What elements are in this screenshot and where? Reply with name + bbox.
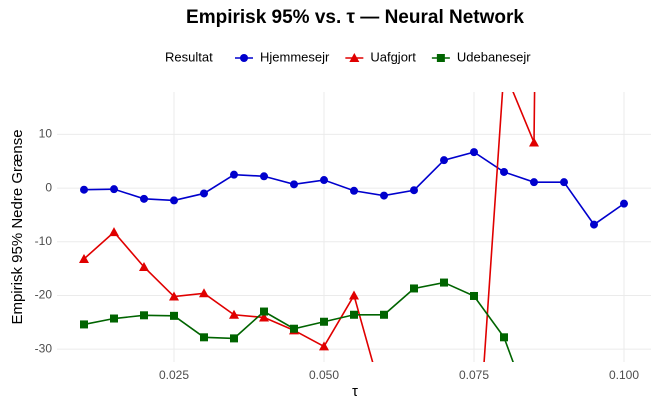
marker — [440, 278, 448, 287]
marker — [436, 54, 445, 62]
marker — [260, 307, 268, 316]
marker — [380, 310, 388, 319]
marker — [110, 314, 118, 323]
marker — [200, 189, 208, 198]
marker — [170, 196, 178, 205]
marker — [590, 220, 598, 229]
marker — [259, 312, 269, 322]
plot-area — [79, 65, 628, 407]
marker — [290, 324, 298, 333]
marker — [410, 186, 418, 195]
marker — [199, 288, 209, 298]
legend-title: Resultat — [165, 49, 213, 64]
grid: -30 -20 -10 0 10 0.025 0.050 0.075 0.100 — [35, 92, 651, 382]
marker — [169, 291, 179, 301]
marker — [170, 311, 178, 320]
marker — [470, 148, 478, 157]
x-tick-label: 0.050 — [309, 368, 339, 382]
marker — [500, 333, 508, 342]
marker — [379, 398, 389, 407]
marker — [500, 167, 508, 176]
marker — [79, 253, 89, 263]
legend-label: Uafgjort — [370, 49, 416, 64]
marker — [319, 341, 329, 351]
marker — [139, 261, 149, 271]
x-axis-title: τ — [352, 383, 358, 400]
x-tick-label: 0.025 — [159, 368, 189, 382]
marker — [110, 185, 118, 194]
marker — [440, 156, 448, 165]
marker — [380, 191, 388, 200]
y-tick-label: -20 — [35, 288, 53, 302]
marker — [499, 65, 509, 74]
marker — [620, 199, 628, 208]
marker — [140, 311, 148, 320]
marker — [200, 333, 208, 342]
marker — [349, 290, 359, 300]
marker — [349, 53, 360, 62]
y-tick-label: -30 — [35, 341, 53, 355]
legend: Resultat Hjemmesejr Uafgjort Udebanesejr — [165, 49, 531, 64]
y-axis-title: Empirisk 95% Nedre Grænse — [9, 129, 26, 324]
marker — [350, 310, 358, 319]
marker — [230, 334, 238, 343]
marker — [470, 291, 478, 300]
y-tick-label: 0 — [45, 180, 52, 194]
marker — [350, 186, 358, 195]
marker — [320, 176, 328, 185]
marker — [140, 194, 148, 203]
marker — [410, 284, 418, 293]
marker — [240, 54, 248, 62]
marker — [80, 320, 88, 329]
marker — [560, 178, 568, 187]
marker — [290, 180, 298, 189]
legend-label: Hjemmesejr — [260, 49, 330, 64]
marker — [80, 185, 88, 194]
marker — [109, 227, 119, 237]
marker — [529, 137, 539, 147]
y-tick-label: 10 — [39, 127, 53, 141]
series-line — [83, 281, 514, 362]
chart-title: Empirisk 95% vs. τ — Neural Network — [186, 7, 524, 28]
marker — [260, 172, 268, 181]
x-tick-label: 0.100 — [609, 368, 639, 382]
marker — [320, 317, 328, 326]
legend-label: Udebanesejr — [457, 49, 531, 64]
marker — [530, 178, 538, 187]
marker — [229, 309, 239, 319]
x-tick-label: 0.075 — [459, 368, 489, 382]
y-tick-label: -10 — [35, 234, 53, 248]
marker — [230, 170, 238, 179]
